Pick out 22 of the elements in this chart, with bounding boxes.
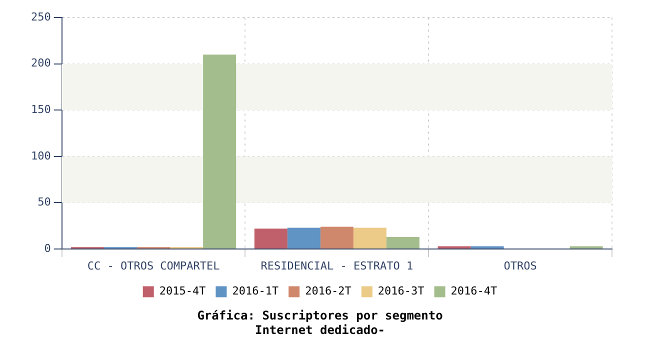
legend-label: 2016-2T [305, 284, 352, 298]
y-tick-label: 100 [30, 149, 51, 162]
bar [287, 228, 320, 248]
bar [203, 54, 236, 248]
y-tick-label: 250 [30, 10, 51, 24]
legend-label: 2015-4T [159, 284, 206, 298]
x-tick-label: RESIDENCIAL - ESTRATO 1 [260, 259, 414, 272]
legend-label: 2016-1T [232, 284, 279, 298]
x-tick-label: CC - OTROS COMPARTEL [87, 259, 220, 272]
y-tick-label: 200 [30, 56, 51, 70]
legend-label: 2016-3T [378, 284, 425, 298]
y-tick-label: 0 [44, 242, 51, 255]
legend-label: 2016-4T [450, 284, 498, 298]
y-tick-label: 50 [38, 196, 51, 209]
bar [386, 236, 420, 248]
x-tick-label: OTROS [504, 259, 537, 272]
bar [353, 228, 386, 248]
y-tick-label: 150 [30, 103, 51, 116]
text: Internet dedicado- [254, 322, 386, 337]
bar [254, 228, 288, 248]
text: Gráfica: Suscriptores por segmento [197, 308, 443, 323]
bar [320, 226, 354, 248]
